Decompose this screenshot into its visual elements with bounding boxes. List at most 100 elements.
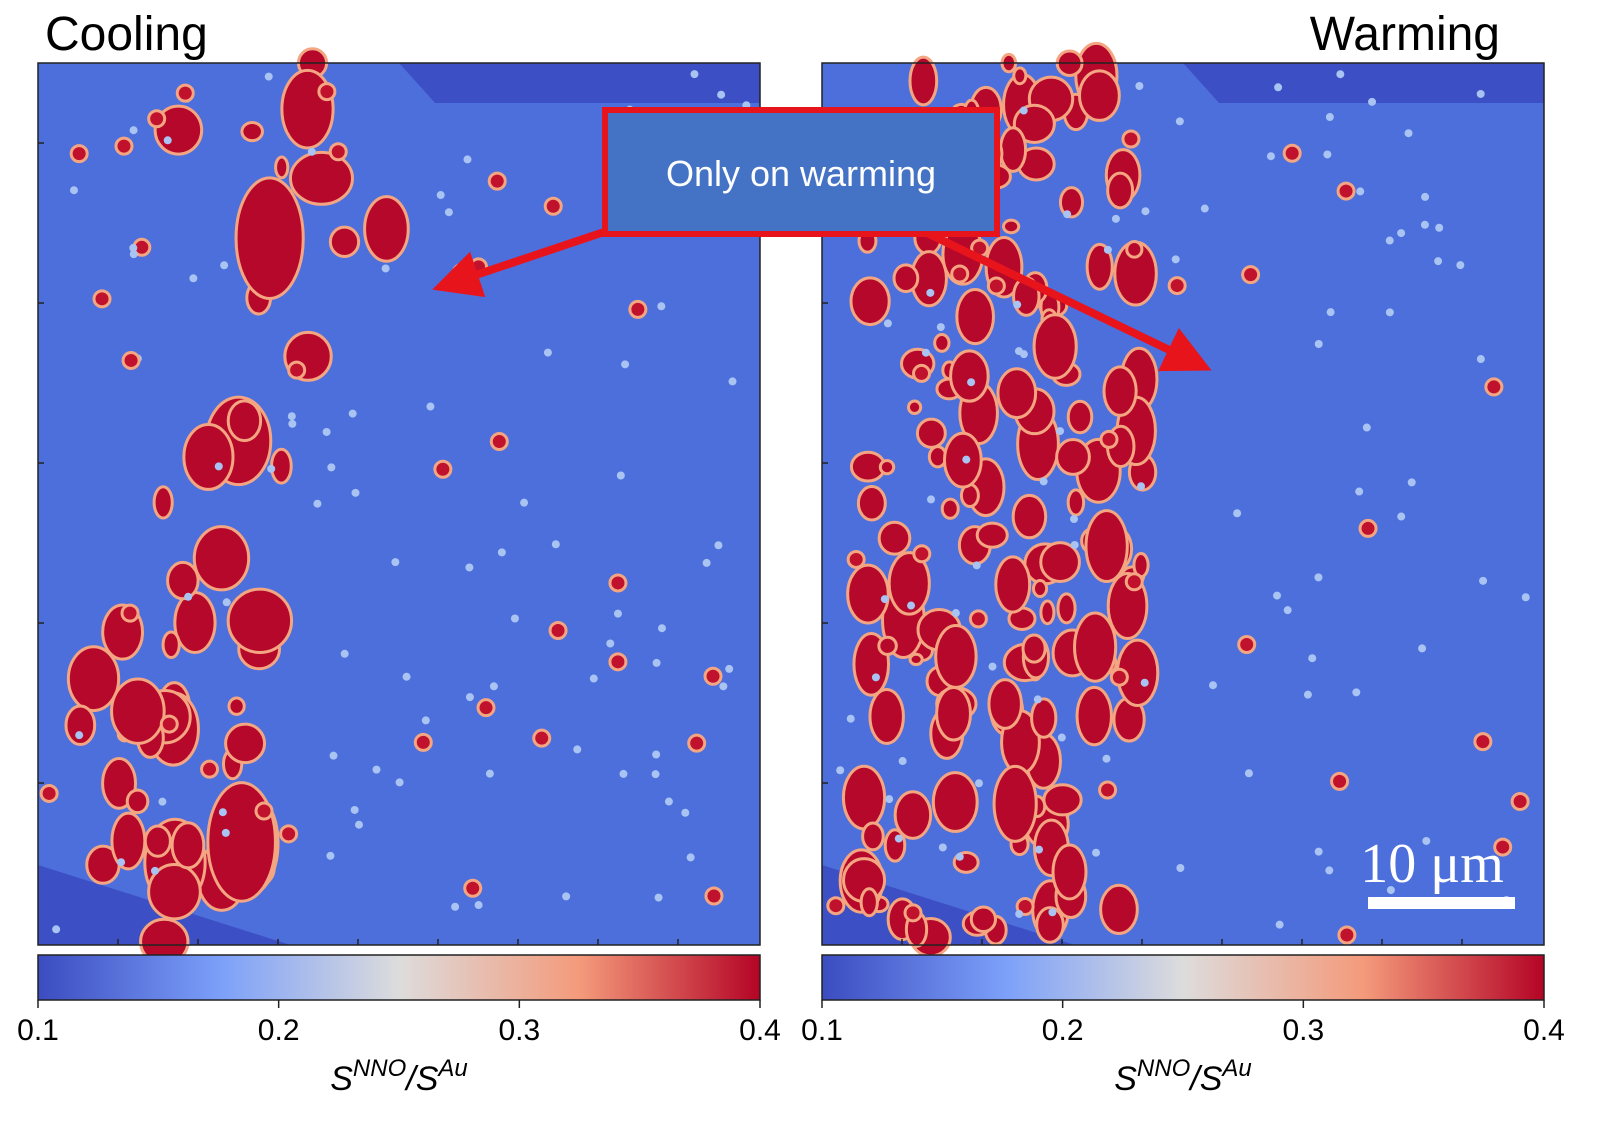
domain bbox=[908, 55, 939, 107]
domain bbox=[280, 68, 335, 150]
dot bbox=[485, 769, 494, 778]
dot bbox=[175, 83, 195, 103]
label-sup: NNO bbox=[1137, 1055, 1190, 1082]
dot bbox=[654, 893, 663, 902]
dot bbox=[1362, 423, 1371, 432]
domain bbox=[1021, 633, 1047, 664]
annotation-text: Only on warming bbox=[666, 153, 936, 194]
dot bbox=[189, 274, 198, 283]
domain bbox=[935, 685, 972, 742]
dot bbox=[1420, 220, 1429, 229]
dot bbox=[1098, 780, 1118, 800]
dot bbox=[1337, 925, 1357, 945]
dot bbox=[986, 276, 1006, 296]
domain bbox=[846, 563, 890, 625]
domain bbox=[1011, 493, 1048, 540]
dot bbox=[158, 797, 167, 806]
dot bbox=[1352, 688, 1361, 697]
dot bbox=[1358, 518, 1378, 538]
domain bbox=[1039, 541, 1081, 584]
domain bbox=[1058, 186, 1085, 219]
dot bbox=[880, 595, 889, 604]
arrow bbox=[923, 228, 1212, 372]
dot bbox=[936, 323, 945, 332]
domain bbox=[996, 367, 1038, 420]
dot bbox=[287, 412, 296, 421]
dot bbox=[69, 186, 78, 195]
dot bbox=[1013, 300, 1022, 309]
dot bbox=[1476, 89, 1485, 98]
dot bbox=[1208, 681, 1217, 690]
dot bbox=[1422, 836, 1431, 845]
domain bbox=[125, 788, 150, 815]
domain bbox=[931, 771, 979, 833]
dot bbox=[871, 673, 880, 682]
dot bbox=[1510, 791, 1530, 811]
domain bbox=[66, 645, 121, 713]
label-sup: Au bbox=[1220, 1055, 1251, 1082]
dot bbox=[967, 378, 976, 387]
map-frame bbox=[821, 62, 1545, 946]
dot bbox=[313, 499, 322, 508]
dot bbox=[147, 109, 167, 129]
dot bbox=[1336, 70, 1345, 79]
dot bbox=[220, 261, 229, 270]
dot bbox=[1456, 261, 1465, 270]
dot bbox=[1103, 245, 1112, 254]
label-part: S bbox=[330, 1060, 353, 1098]
dot bbox=[322, 427, 331, 436]
dot bbox=[351, 488, 360, 497]
domain bbox=[915, 417, 947, 449]
domain bbox=[856, 484, 887, 522]
dot bbox=[608, 652, 628, 672]
dot bbox=[616, 471, 625, 480]
dot bbox=[489, 682, 498, 691]
domain bbox=[841, 764, 887, 831]
dot bbox=[75, 731, 84, 740]
dot bbox=[264, 72, 273, 81]
dot bbox=[510, 614, 519, 623]
dot bbox=[129, 126, 138, 135]
label-sup: Au bbox=[436, 1055, 467, 1082]
domain bbox=[892, 263, 920, 294]
dot bbox=[1314, 573, 1323, 582]
dot bbox=[307, 147, 316, 156]
domain bbox=[182, 423, 235, 491]
dot bbox=[381, 264, 390, 273]
label-part: S bbox=[1114, 1060, 1137, 1098]
dot bbox=[1056, 427, 1065, 436]
dot bbox=[1266, 152, 1275, 161]
domain bbox=[1012, 103, 1056, 144]
dot bbox=[1200, 204, 1209, 213]
dot bbox=[1140, 678, 1149, 687]
domain bbox=[1002, 218, 1021, 235]
domain bbox=[877, 520, 912, 556]
annotation-box bbox=[602, 107, 1000, 237]
dot bbox=[728, 377, 737, 386]
dot bbox=[690, 70, 699, 79]
domain bbox=[1031, 579, 1049, 599]
dot bbox=[950, 264, 970, 284]
dot bbox=[1314, 339, 1323, 348]
domain bbox=[1042, 783, 1083, 817]
dot bbox=[497, 548, 506, 557]
domain bbox=[1099, 883, 1139, 936]
domain bbox=[877, 635, 898, 656]
map-area bbox=[38, 63, 760, 945]
dot bbox=[619, 769, 628, 778]
dot bbox=[687, 733, 707, 753]
colorbar-label: SNNO/SAu bbox=[330, 1055, 468, 1098]
dot bbox=[1355, 487, 1364, 496]
dot bbox=[1039, 477, 1048, 486]
domain bbox=[908, 652, 924, 667]
dot bbox=[551, 540, 560, 549]
domain bbox=[173, 591, 217, 654]
dot bbox=[327, 463, 336, 472]
dot bbox=[628, 299, 648, 319]
dot bbox=[340, 649, 349, 658]
dot bbox=[1176, 863, 1185, 872]
dot bbox=[39, 783, 59, 803]
label-sup: NNO bbox=[353, 1055, 406, 1082]
colorbar-tick-label: 0.4 bbox=[1523, 1014, 1565, 1047]
dot bbox=[1385, 308, 1394, 317]
